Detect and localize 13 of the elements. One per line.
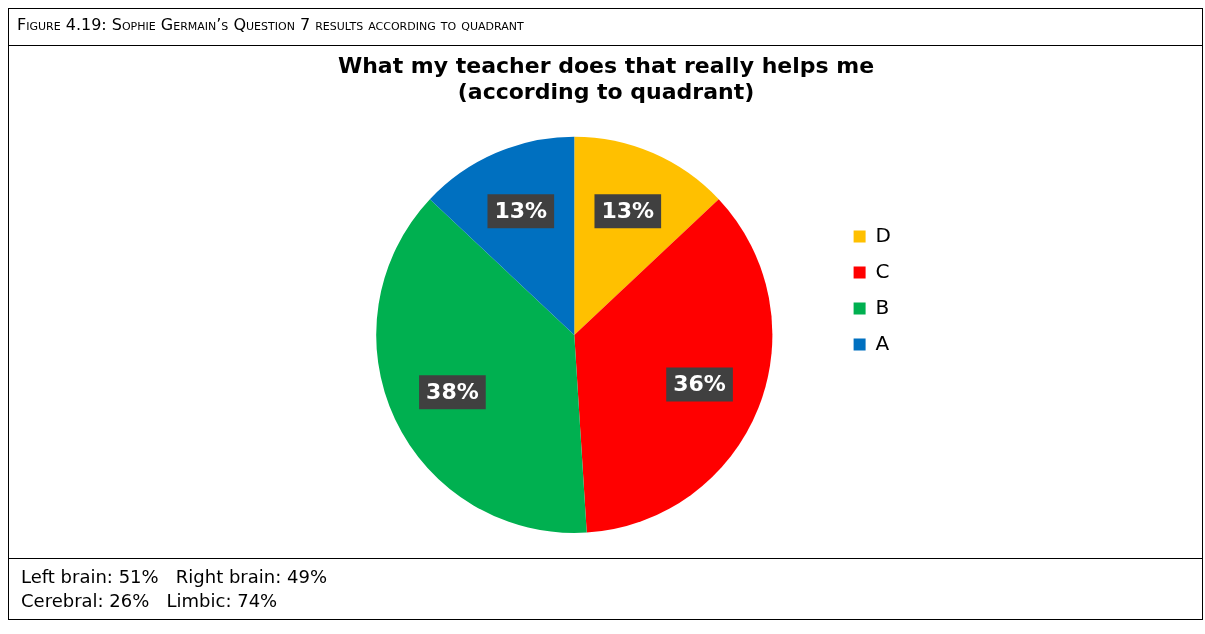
- data-label: 38%: [426, 378, 479, 404]
- legend-label: D: [875, 222, 892, 247]
- text: Left brain: 51% Right brain: 49%: [21, 565, 328, 589]
- legend-label: B: [875, 294, 890, 319]
- text: What my teacher does that really helps me: [337, 52, 875, 78]
- legend-label: C: [875, 258, 890, 283]
- text: (according to quadrant): [457, 79, 755, 105]
- text: Cerebral: 26% Limbic: 74%: [21, 589, 279, 613]
- legend-label: A: [875, 330, 890, 355]
- caption: Figure 4.19: Sophie Germain’s Question 7 results according to quadrant: [9, 9, 1202, 46]
- data-label: 36%: [673, 371, 726, 397]
- data-label: 13%: [601, 197, 655, 223]
- data-label: 13%: [494, 197, 548, 223]
